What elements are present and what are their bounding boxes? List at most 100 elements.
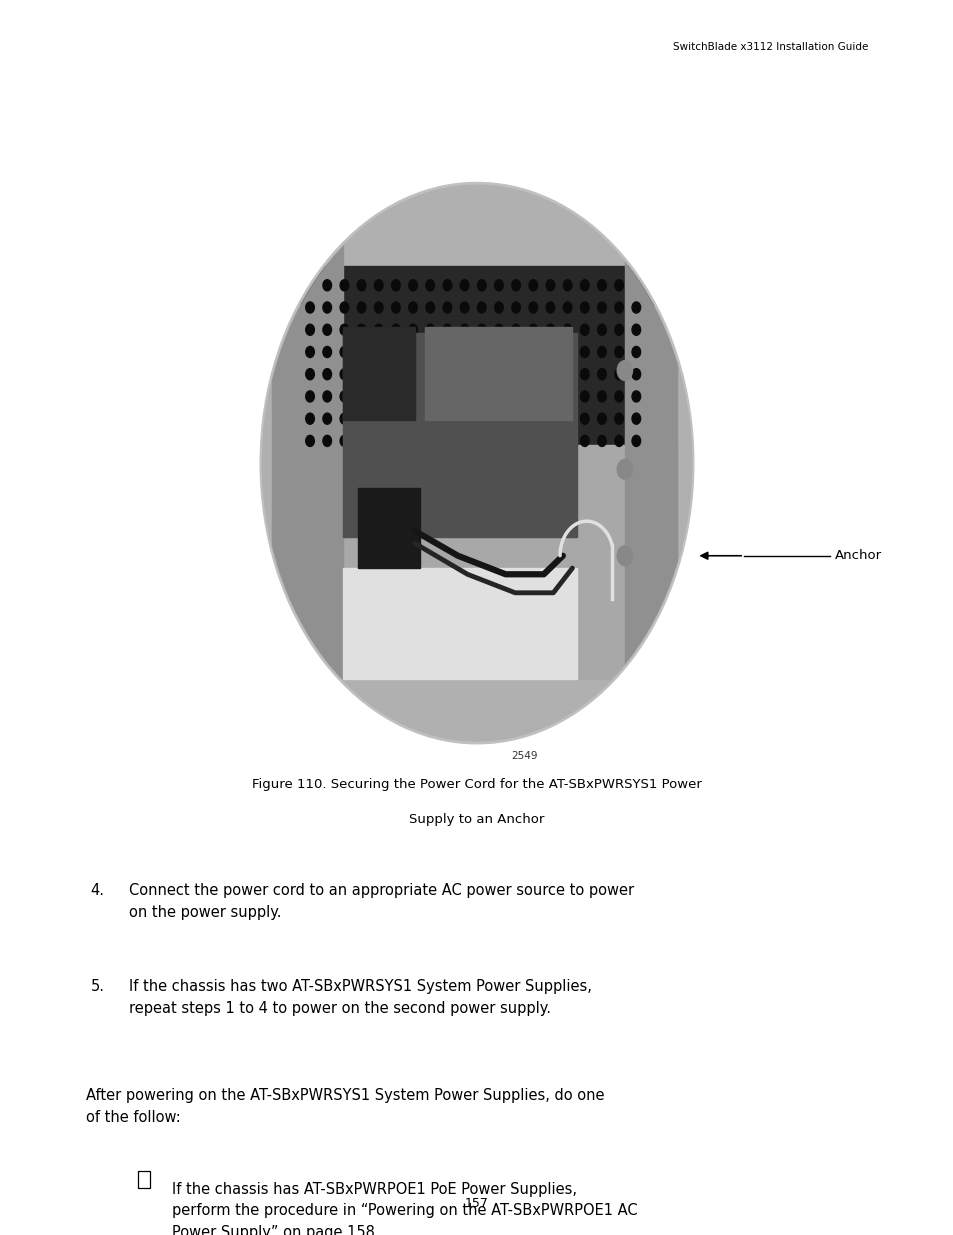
Circle shape xyxy=(260,183,693,743)
Circle shape xyxy=(579,280,588,291)
Bar xyxy=(343,568,577,679)
Text: If the chassis has two AT-SBxPWRSYS1 System Power Supplies,
repeat steps 1 to 4 : If the chassis has two AT-SBxPWRSYS1 Sys… xyxy=(129,979,591,1016)
Circle shape xyxy=(262,185,691,741)
Circle shape xyxy=(614,368,623,380)
Circle shape xyxy=(339,325,349,336)
Circle shape xyxy=(562,325,571,336)
Circle shape xyxy=(442,412,452,425)
Circle shape xyxy=(528,412,537,425)
Circle shape xyxy=(322,412,332,425)
Bar xyxy=(300,266,653,457)
Circle shape xyxy=(339,390,349,403)
Circle shape xyxy=(391,412,400,425)
Circle shape xyxy=(305,325,314,336)
Circle shape xyxy=(579,436,588,447)
Circle shape xyxy=(545,303,554,314)
Circle shape xyxy=(562,280,571,291)
Circle shape xyxy=(408,325,416,336)
Circle shape xyxy=(425,280,435,291)
Circle shape xyxy=(545,412,554,425)
Circle shape xyxy=(614,280,623,291)
Circle shape xyxy=(476,436,485,447)
Circle shape xyxy=(425,325,435,336)
Circle shape xyxy=(511,280,520,291)
Circle shape xyxy=(562,347,571,358)
Circle shape xyxy=(545,347,554,358)
Circle shape xyxy=(614,347,623,358)
Circle shape xyxy=(597,280,606,291)
Circle shape xyxy=(528,325,537,336)
Circle shape xyxy=(391,325,400,336)
Circle shape xyxy=(631,303,640,314)
Bar xyxy=(624,247,677,679)
Circle shape xyxy=(305,303,314,314)
Circle shape xyxy=(374,436,383,447)
Circle shape xyxy=(617,361,632,380)
Circle shape xyxy=(322,347,332,358)
Circle shape xyxy=(459,280,469,291)
Circle shape xyxy=(459,390,469,403)
Circle shape xyxy=(425,412,435,425)
Circle shape xyxy=(322,280,332,291)
Text: Anchor: Anchor xyxy=(834,550,881,562)
Circle shape xyxy=(442,325,452,336)
Circle shape xyxy=(339,368,349,380)
Text: Figure 110. Securing the Power Cord for the AT-SBxPWRSYS1 Power: Figure 110. Securing the Power Cord for … xyxy=(252,778,701,792)
Circle shape xyxy=(442,436,452,447)
Circle shape xyxy=(459,325,469,336)
Text: Connect the power cord to an appropriate AC power source to power
on the power s: Connect the power cord to an appropriate… xyxy=(129,883,633,920)
Circle shape xyxy=(511,368,520,380)
Circle shape xyxy=(597,390,606,403)
Circle shape xyxy=(511,412,520,425)
Text: If the chassis has AT-SBxPWRPOE1 PoE Power Supplies,
perform the procedure in “P: If the chassis has AT-SBxPWRPOE1 PoE Pow… xyxy=(172,1182,637,1235)
Circle shape xyxy=(494,436,503,447)
Circle shape xyxy=(408,280,416,291)
Circle shape xyxy=(322,436,332,447)
Circle shape xyxy=(617,546,632,566)
Circle shape xyxy=(322,303,332,314)
Circle shape xyxy=(545,390,554,403)
Circle shape xyxy=(356,303,366,314)
Circle shape xyxy=(391,368,400,380)
Circle shape xyxy=(374,325,383,336)
Circle shape xyxy=(356,390,366,403)
Circle shape xyxy=(597,368,606,380)
Circle shape xyxy=(305,436,314,447)
Bar xyxy=(357,488,419,568)
Circle shape xyxy=(408,390,416,403)
Circle shape xyxy=(597,347,606,358)
Circle shape xyxy=(579,368,588,380)
Circle shape xyxy=(339,303,349,314)
Circle shape xyxy=(631,436,640,447)
Circle shape xyxy=(442,280,452,291)
Circle shape xyxy=(494,303,503,314)
Circle shape xyxy=(494,280,503,291)
Text: 4.: 4. xyxy=(91,883,105,898)
Circle shape xyxy=(356,368,366,380)
Circle shape xyxy=(374,347,383,358)
Circle shape xyxy=(322,390,332,403)
Circle shape xyxy=(408,412,416,425)
Circle shape xyxy=(476,390,485,403)
Circle shape xyxy=(545,280,554,291)
Circle shape xyxy=(459,347,469,358)
Circle shape xyxy=(476,347,485,358)
Circle shape xyxy=(545,368,554,380)
Circle shape xyxy=(476,280,485,291)
Circle shape xyxy=(579,412,588,425)
Circle shape xyxy=(528,347,537,358)
Circle shape xyxy=(631,390,640,403)
Text: 157: 157 xyxy=(464,1197,489,1210)
Circle shape xyxy=(614,325,623,336)
Circle shape xyxy=(511,436,520,447)
Circle shape xyxy=(614,412,623,425)
Circle shape xyxy=(631,412,640,425)
Circle shape xyxy=(476,325,485,336)
Circle shape xyxy=(631,347,640,358)
Circle shape xyxy=(374,412,383,425)
Circle shape xyxy=(597,303,606,314)
Circle shape xyxy=(322,368,332,380)
Circle shape xyxy=(408,303,416,314)
Text: After powering on the AT-SBxPWRSYS1 System Power Supplies, do one
of the follow:: After powering on the AT-SBxPWRSYS1 Syst… xyxy=(86,1088,604,1125)
Circle shape xyxy=(442,390,452,403)
